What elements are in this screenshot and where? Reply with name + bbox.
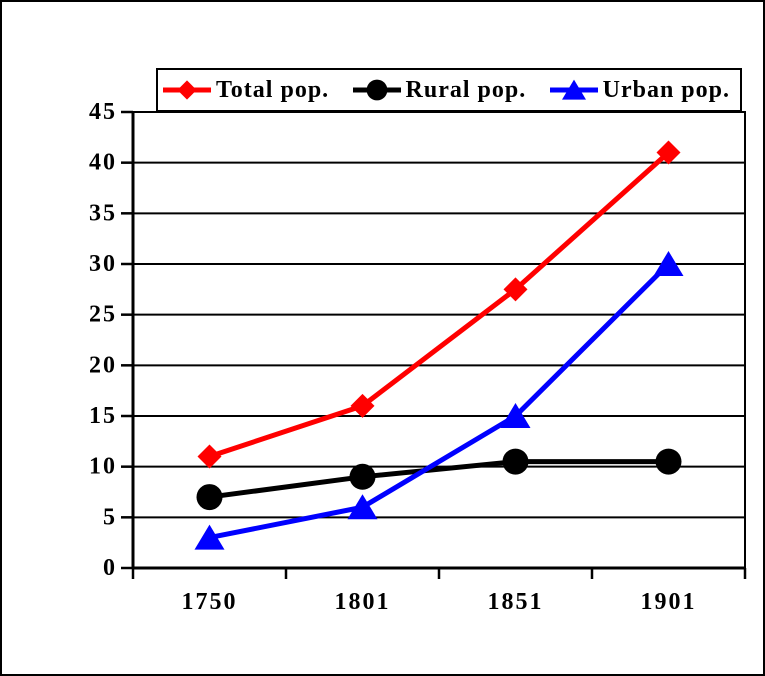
y-tick-label-5: 5 bbox=[103, 504, 117, 530]
y-tick-label-0: 0 bbox=[103, 555, 117, 581]
y-tick-label-15: 15 bbox=[89, 403, 117, 429]
legend-diamond-icon bbox=[163, 80, 211, 100]
legend-label-urban-pop: Urban pop. bbox=[602, 77, 730, 103]
y-tick-label-40: 40 bbox=[89, 150, 117, 176]
data-point-urban-pop-1750 bbox=[194, 524, 225, 550]
legend-marker-urban-pop bbox=[561, 79, 586, 100]
data-point-urban-pop-1851 bbox=[500, 403, 531, 428]
x-tick-label-1901: 1901 bbox=[641, 589, 697, 615]
x-tick-label-1750: 1750 bbox=[182, 589, 238, 615]
y-tick-label-20: 20 bbox=[89, 352, 117, 378]
data-point-rural-pop-1750 bbox=[196, 484, 223, 511]
legend-marker-total-pop bbox=[177, 80, 197, 100]
data-point-urban-pop-1901 bbox=[653, 251, 684, 276]
series-line-total-pop bbox=[208, 150, 671, 459]
data-point-total-pop-1851 bbox=[503, 277, 528, 302]
legend-circle-icon bbox=[352, 79, 401, 101]
legend-label-total-pop: Total pop. bbox=[216, 77, 330, 103]
legend: Total pop. Rural pop. Urban pop. bbox=[156, 68, 742, 112]
legend-triangle-icon bbox=[549, 79, 598, 100]
series-line-urban-pop bbox=[209, 262, 671, 541]
data-point-total-pop-1750 bbox=[197, 444, 222, 469]
y-tick-label-45: 45 bbox=[89, 99, 117, 125]
y-tick-label-30: 30 bbox=[89, 251, 117, 277]
legend-marker-rural-pop bbox=[366, 79, 387, 101]
x-tick-label-1801: 1801 bbox=[335, 589, 391, 615]
legend-item-urban-pop: Urban pop. bbox=[549, 76, 730, 104]
x-tick-label-1851: 1851 bbox=[488, 589, 544, 615]
legend-label-rural-pop: Rural pop. bbox=[405, 77, 527, 103]
data-point-urban-pop-1801 bbox=[347, 494, 378, 520]
data-point-rural-pop-1851 bbox=[502, 448, 529, 475]
y-tick-label-35: 35 bbox=[89, 200, 117, 226]
data-point-total-pop-1901 bbox=[656, 140, 681, 165]
legend-item-total-pop: Total pop. bbox=[162, 76, 329, 104]
plot-border bbox=[132, 111, 746, 569]
data-point-rural-pop-1801 bbox=[349, 463, 376, 490]
series-line-rural-pop bbox=[209, 459, 669, 500]
y-tick-label-25: 25 bbox=[89, 302, 117, 328]
y-tick-label-10: 10 bbox=[89, 454, 117, 480]
legend-item-rural-pop: Rural pop. bbox=[352, 76, 527, 104]
data-point-total-pop-1801 bbox=[350, 393, 375, 418]
data-point-rural-pop-1901 bbox=[655, 448, 682, 475]
